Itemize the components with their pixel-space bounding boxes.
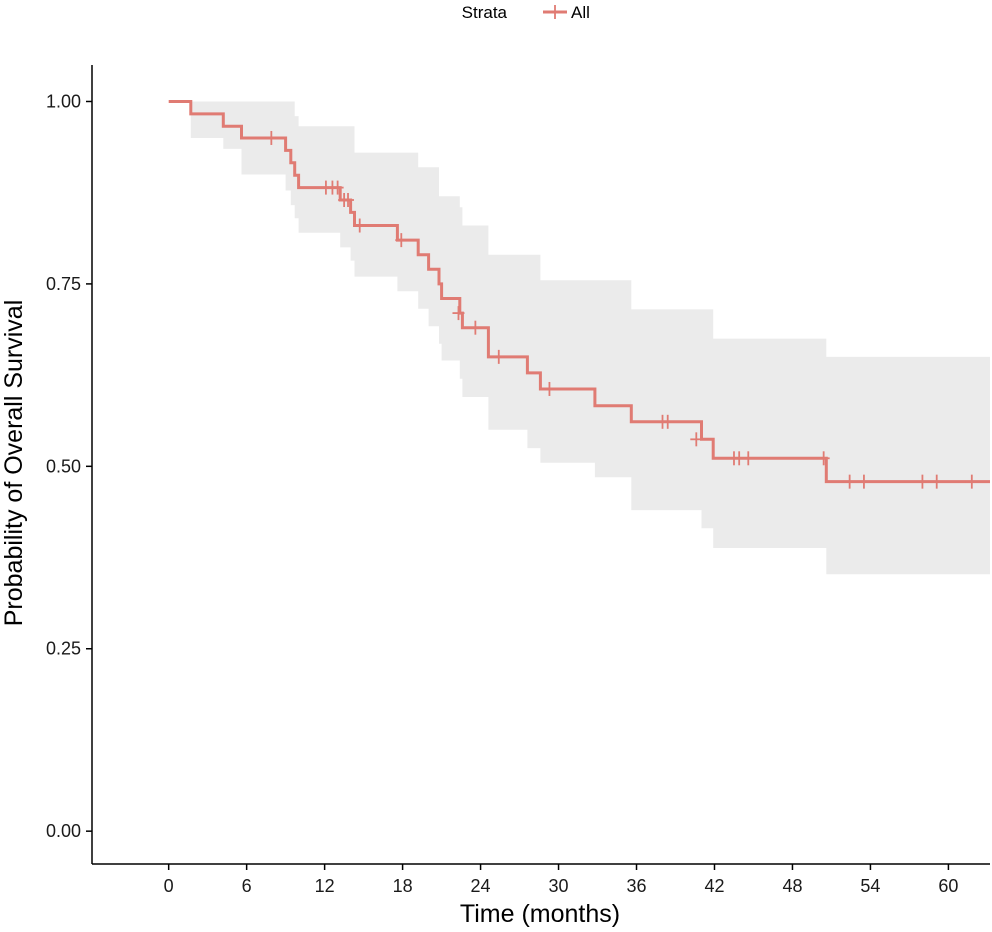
x-axis-title: Time (months) xyxy=(460,900,620,928)
x-axis-ticks: 0 6 12 18 24 30 36 42 48 54 60 xyxy=(164,864,958,896)
legend-key-all xyxy=(543,5,567,19)
x-tick-label: 54 xyxy=(860,876,880,896)
survival-curve xyxy=(168,100,990,484)
censor-marks xyxy=(265,130,978,489)
censor-mark xyxy=(742,451,755,466)
axes: 0 6 12 18 24 30 36 42 48 54 60 0.00 0.25 0.50 0.75 1.0… xyxy=(46,65,990,896)
y-tick-label: 1.00 xyxy=(46,91,81,111)
censor-mark xyxy=(843,474,856,489)
x-tick-label: 36 xyxy=(627,876,647,896)
legend: Strata All xyxy=(462,3,590,22)
y-tick-label: 0.75 xyxy=(46,274,81,294)
censor-mark xyxy=(342,192,355,207)
censor-mark xyxy=(395,233,408,248)
confidence-band-area xyxy=(168,101,990,575)
x-tick-label: 0 xyxy=(164,876,174,896)
censor-mark xyxy=(661,414,674,429)
y-tick-label: 0.25 xyxy=(46,639,81,659)
censor-mark xyxy=(353,218,366,233)
x-tick-label: 42 xyxy=(704,876,724,896)
y-tick-label: 0.00 xyxy=(46,821,81,841)
censor-mark xyxy=(331,180,344,195)
x-tick-label: 30 xyxy=(549,876,569,896)
survival-line-all xyxy=(168,100,990,484)
censor-mark xyxy=(492,349,505,364)
x-tick-label: 60 xyxy=(938,876,958,896)
censor-mark xyxy=(265,130,278,145)
y-axis-ticks: 0.00 0.25 0.50 0.75 1.00 xyxy=(46,91,92,841)
censor-mark xyxy=(916,474,929,489)
y-tick-label: 0.50 xyxy=(46,456,81,476)
censor-mark xyxy=(452,306,465,321)
y-axis-title: Probability of Overall Survival xyxy=(0,300,28,627)
confidence-band xyxy=(168,101,990,575)
censor-mark xyxy=(543,381,556,396)
x-tick-label: 18 xyxy=(393,876,413,896)
x-tick-label: 6 xyxy=(242,876,252,896)
x-tick-label: 12 xyxy=(315,876,335,896)
censor-mark xyxy=(690,432,703,447)
plot-area xyxy=(168,100,990,575)
censor-mark xyxy=(817,451,830,466)
censor-mark xyxy=(930,474,943,489)
legend-title: Strata xyxy=(462,3,508,22)
x-tick-label: 24 xyxy=(471,876,491,896)
censor-mark xyxy=(857,474,870,489)
x-tick-label: 48 xyxy=(782,876,802,896)
censor-mark xyxy=(469,320,482,335)
censor-mark xyxy=(965,474,978,489)
legend-entry-all: All xyxy=(571,3,590,22)
